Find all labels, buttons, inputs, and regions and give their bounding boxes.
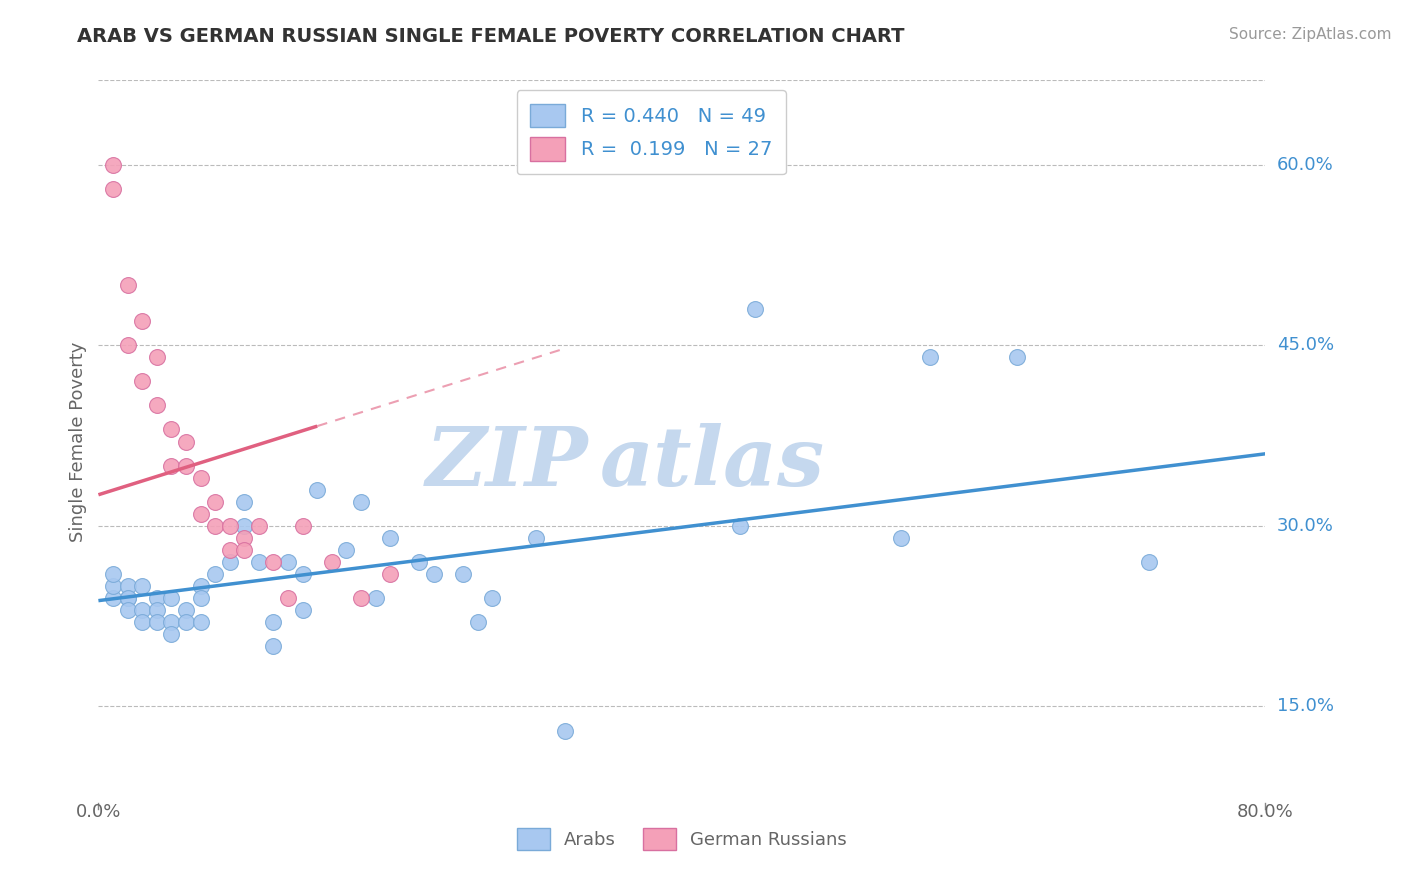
- Point: [146, 603, 169, 617]
- Text: 80.0%: 80.0%: [1237, 803, 1294, 821]
- Point: [190, 579, 212, 593]
- Point: [160, 627, 183, 641]
- Point: [101, 567, 124, 582]
- Point: [131, 314, 153, 328]
- Point: [190, 471, 212, 485]
- Point: [101, 158, 124, 172]
- Point: [131, 375, 153, 389]
- Point: [117, 603, 139, 617]
- Point: [204, 567, 226, 582]
- Point: [481, 591, 503, 606]
- Point: [247, 519, 270, 533]
- Point: [247, 555, 270, 569]
- Point: [174, 458, 197, 473]
- Point: [233, 494, 256, 508]
- Point: [101, 182, 124, 196]
- Point: [117, 338, 139, 352]
- Point: [262, 615, 284, 630]
- Point: [262, 639, 284, 653]
- Y-axis label: Single Female Poverty: Single Female Poverty: [69, 342, 87, 541]
- Point: [174, 615, 197, 630]
- Point: [146, 615, 169, 630]
- Point: [218, 555, 240, 569]
- Point: [190, 615, 212, 630]
- Point: [160, 615, 183, 630]
- Point: [380, 531, 402, 545]
- Point: [307, 483, 329, 497]
- Point: [918, 350, 941, 364]
- Point: [174, 434, 197, 449]
- Point: [554, 723, 576, 738]
- Point: [160, 423, 183, 437]
- Point: [291, 567, 314, 582]
- Text: 60.0%: 60.0%: [1277, 155, 1334, 174]
- Point: [321, 555, 343, 569]
- Text: ZIP: ZIP: [426, 423, 589, 503]
- Point: [204, 494, 226, 508]
- Point: [101, 579, 124, 593]
- Point: [233, 542, 256, 557]
- Point: [335, 542, 357, 557]
- Point: [190, 591, 212, 606]
- Text: 0.0%: 0.0%: [76, 803, 121, 821]
- Point: [291, 519, 314, 533]
- Point: [423, 567, 446, 582]
- Point: [131, 615, 153, 630]
- Point: [146, 350, 169, 364]
- Point: [117, 579, 139, 593]
- Point: [451, 567, 474, 582]
- Point: [101, 591, 124, 606]
- Point: [233, 531, 256, 545]
- Point: [262, 555, 284, 569]
- Text: ARAB VS GERMAN RUSSIAN SINGLE FEMALE POVERTY CORRELATION CHART: ARAB VS GERMAN RUSSIAN SINGLE FEMALE POV…: [77, 27, 905, 45]
- Point: [160, 591, 183, 606]
- Point: [350, 591, 373, 606]
- Point: [380, 567, 402, 582]
- Point: [467, 615, 489, 630]
- Text: Source: ZipAtlas.com: Source: ZipAtlas.com: [1229, 27, 1392, 42]
- Point: [174, 603, 197, 617]
- Point: [131, 603, 153, 617]
- Point: [524, 531, 547, 545]
- Point: [291, 603, 314, 617]
- Point: [890, 531, 912, 545]
- Text: 15.0%: 15.0%: [1277, 698, 1334, 715]
- Point: [146, 591, 169, 606]
- Point: [277, 555, 299, 569]
- Point: [160, 458, 183, 473]
- Point: [350, 494, 373, 508]
- Point: [277, 591, 299, 606]
- Point: [204, 519, 226, 533]
- Point: [730, 519, 752, 533]
- Point: [131, 579, 153, 593]
- Point: [1137, 555, 1160, 569]
- Point: [233, 519, 256, 533]
- Text: 45.0%: 45.0%: [1277, 336, 1334, 354]
- Point: [117, 591, 139, 606]
- Point: [1007, 350, 1029, 364]
- Text: atlas: atlas: [600, 423, 825, 503]
- Text: 30.0%: 30.0%: [1277, 516, 1334, 535]
- Point: [408, 555, 430, 569]
- Point: [146, 398, 169, 412]
- Point: [117, 278, 139, 293]
- Point: [364, 591, 387, 606]
- Point: [117, 591, 139, 606]
- Point: [744, 302, 766, 317]
- Point: [218, 519, 240, 533]
- Point: [190, 507, 212, 521]
- Legend: Arabs, German Russians: Arabs, German Russians: [508, 819, 856, 859]
- Point: [218, 542, 240, 557]
